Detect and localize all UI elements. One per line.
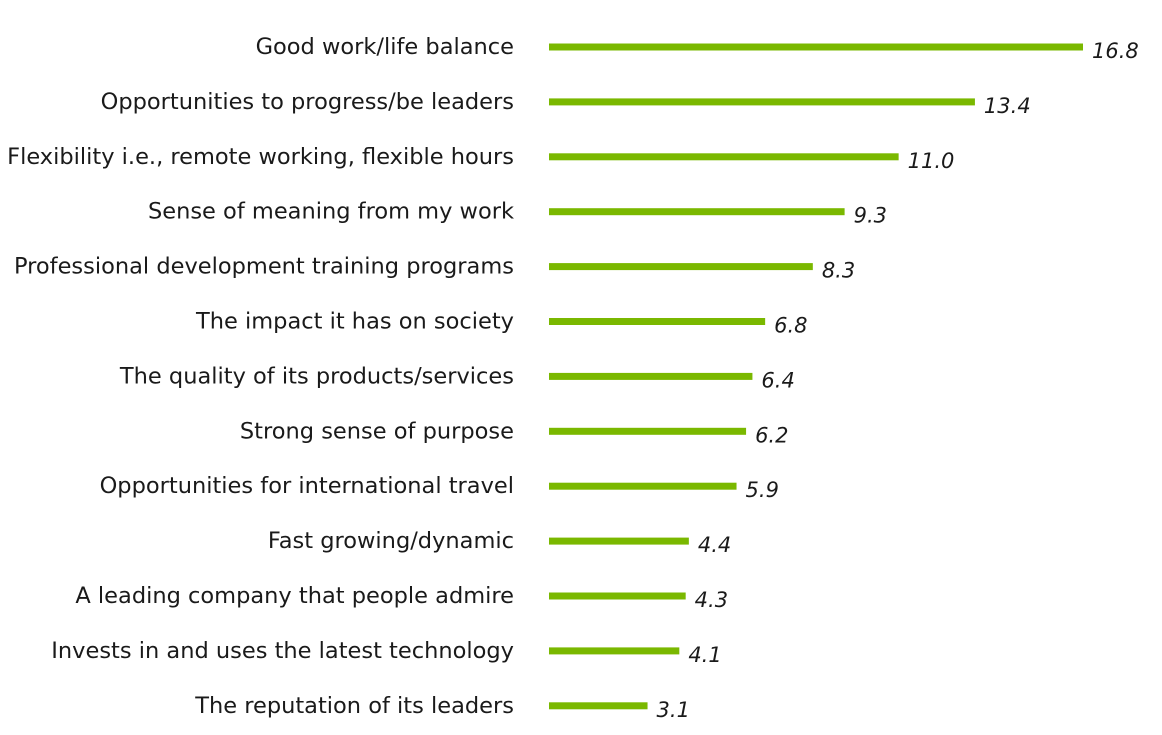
- category-label: Professional development training progra…: [14, 254, 514, 280]
- bar: [549, 98, 975, 106]
- category-label: Flexibility i.e., remote working, flexib…: [7, 144, 514, 170]
- bar: [549, 208, 845, 216]
- bar: [549, 592, 686, 600]
- value-label: 11.0: [908, 149, 955, 173]
- bar: [549, 153, 899, 161]
- bar: [549, 537, 689, 545]
- category-label: The reputation of its leaders: [194, 693, 514, 719]
- value-label: 13.4: [984, 94, 1031, 118]
- category-label: The quality of its products/services: [119, 363, 514, 389]
- category-label: Sense of meaning from my work: [148, 199, 514, 225]
- value-label: 8.3: [822, 259, 855, 283]
- bar: [549, 482, 737, 490]
- bars: [549, 43, 1083, 710]
- value-label: 5.9: [746, 478, 779, 502]
- category-label: Opportunities to progress/be leaders: [101, 89, 514, 115]
- category-label: The impact it has on society: [195, 309, 514, 335]
- bar: [549, 263, 813, 271]
- bar: [549, 647, 680, 655]
- category-label: Strong sense of purpose: [240, 418, 514, 444]
- category-labels: Good work/life balance Opportunities to p…: [7, 34, 514, 719]
- bar: [549, 702, 648, 710]
- value-label: 3.1: [657, 698, 690, 722]
- category-label: Good work/life balance: [256, 34, 514, 60]
- category-label: Invests in and uses the latest technolog…: [51, 638, 514, 664]
- bar: [549, 427, 747, 435]
- bar: [549, 372, 753, 380]
- value-label: 4.1: [688, 643, 721, 667]
- category-label: Fast growing/dynamic: [268, 528, 514, 554]
- category-label: Opportunities for international travel: [100, 473, 514, 499]
- category-label: A leading company that people admire: [75, 583, 514, 609]
- value-label: 6.8: [774, 314, 807, 338]
- value-label: 9.3: [854, 204, 887, 228]
- value-label: 6.4: [761, 368, 794, 392]
- value-label: 6.2: [755, 423, 788, 447]
- bar: [549, 43, 1083, 51]
- value-labels: 16.8 13.4 11.0 9.3 8.3 6.8 6.4 6.2 5.9 4.4 4.3 4.1 3…: [657, 39, 1139, 722]
- value-label: 4.3: [695, 588, 728, 612]
- value-label: 4.4: [698, 533, 731, 557]
- value-label: 16.8: [1092, 39, 1139, 63]
- bar: [549, 318, 766, 325]
